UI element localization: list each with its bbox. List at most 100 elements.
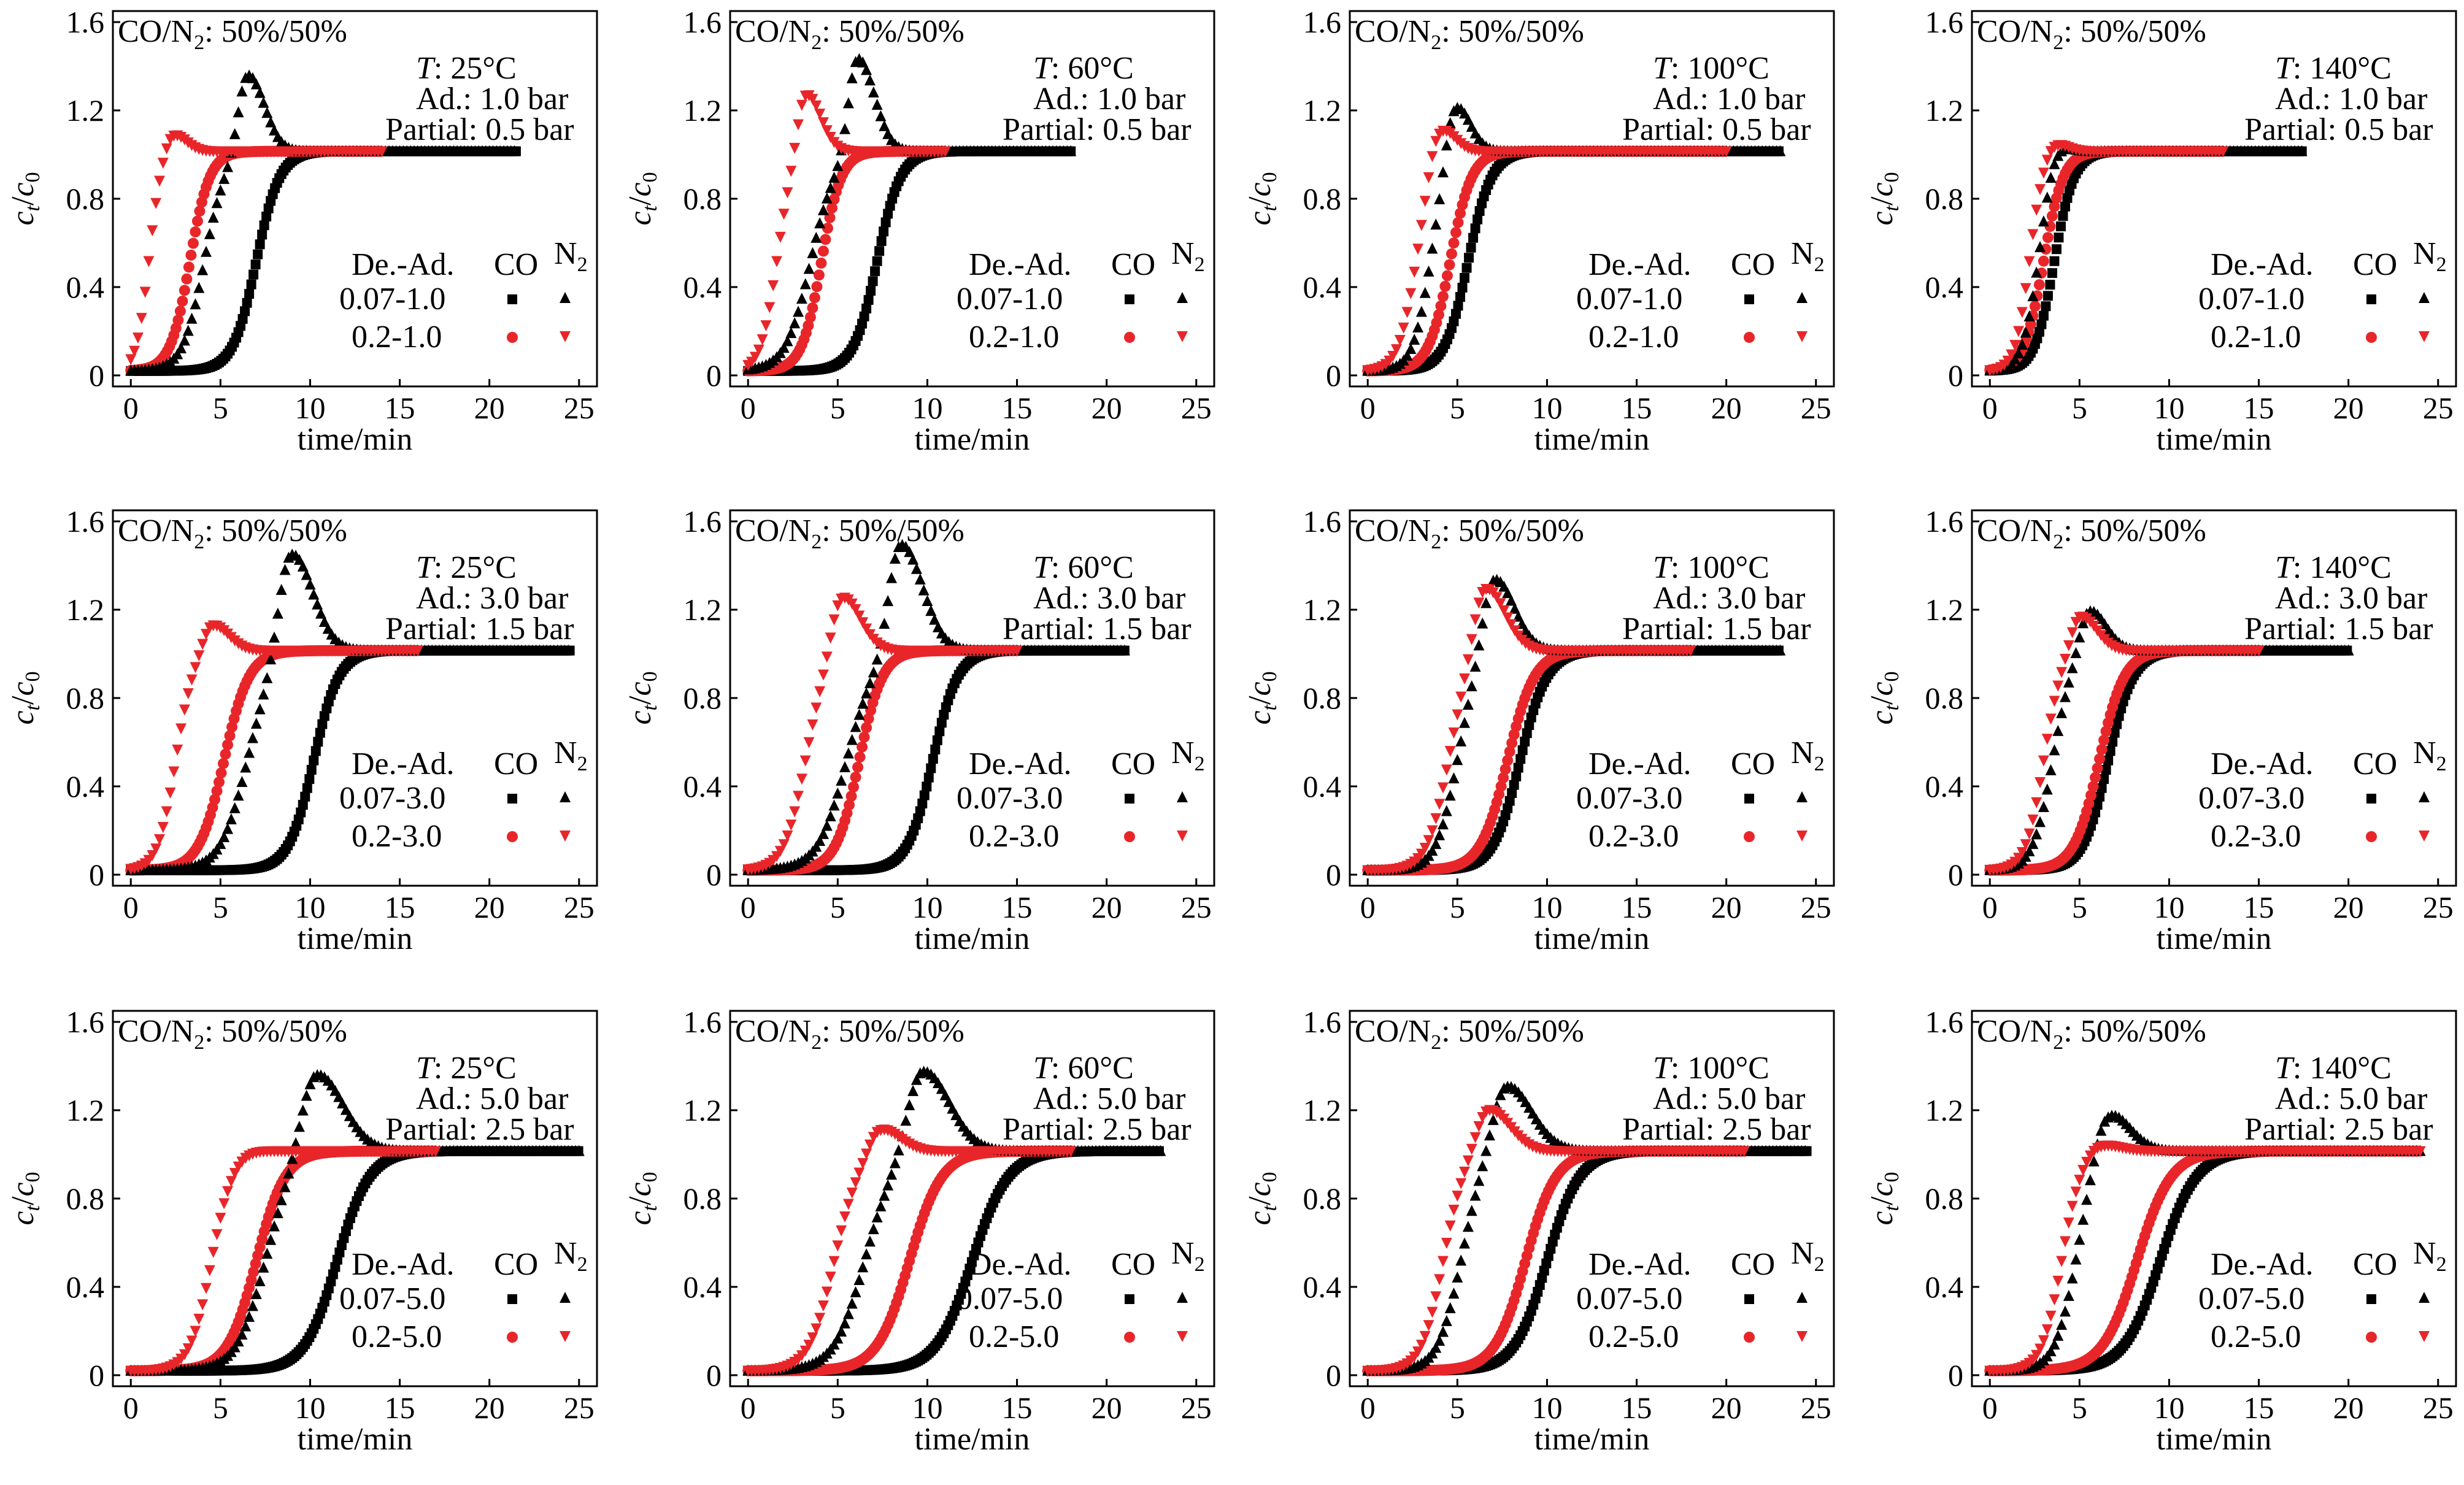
series-n2-0_2 (1984, 140, 2229, 377)
data-point (2035, 777, 2046, 789)
y-title-c: c (1865, 211, 1900, 225)
partial-pressure-label: Partial: 2.5 bar (385, 1112, 574, 1147)
data-point (1412, 321, 1424, 332)
legend-row-label: 0.2-3.0 (352, 819, 442, 854)
gas-ratio: : 50%/50% (822, 513, 964, 548)
y-title-slash: / (1242, 696, 1277, 705)
x-axis-title: time/min (2157, 422, 2272, 457)
data-point (1468, 232, 1479, 243)
data-point (1462, 113, 1474, 125)
data-point (229, 128, 241, 139)
data-point (1466, 634, 1477, 645)
legend-n2-sub: 2 (1814, 253, 1825, 276)
data-point (143, 256, 155, 267)
data-point (768, 280, 779, 291)
legend-n2: N2 (554, 735, 588, 775)
data-point (839, 123, 851, 134)
data-point (1437, 782, 1449, 794)
data-point (1405, 288, 1417, 299)
legend-n2-text: N (1171, 735, 1195, 770)
ad-value: 1.0 bar (1717, 82, 1805, 117)
y-title-slash: / (623, 196, 658, 205)
legend-header: De.-Ad. (1588, 247, 1692, 282)
y-tick-label: 1.2 (66, 1093, 105, 1127)
data-point (1401, 307, 1413, 318)
x-tick-label: 0 (123, 1391, 139, 1425)
data-point (200, 1283, 212, 1294)
temp-value: : 140°C (2293, 550, 2392, 585)
data-point (1462, 654, 1474, 666)
data-point (922, 595, 933, 607)
temp-value: : 60°C (1051, 550, 1134, 585)
data-point (175, 342, 187, 353)
data-point (848, 781, 860, 792)
data-point (1452, 709, 1463, 721)
y-title-sub-0: 0 (21, 172, 44, 182)
temp-value: : 140°C (2293, 51, 2392, 86)
data-point (2045, 713, 2057, 725)
y-title-sub-t: t (21, 204, 44, 211)
panel-6: 0 5 10 15 20 2500.40.81.21.6time/minct/c0CO/N… (1242, 504, 1835, 956)
data-point (1448, 772, 1460, 784)
data-point (186, 312, 198, 324)
y-title-c0: c (6, 1182, 40, 1196)
x-tick-label: 25 (564, 890, 595, 924)
legend-row-label: 0.2-1.0 (1588, 320, 1679, 355)
legend-n2-text: N (2413, 236, 2436, 271)
data-point (1511, 771, 1522, 781)
data-point (125, 354, 137, 366)
legend-marker-n2 (2419, 292, 2430, 303)
data-point (190, 1326, 201, 1337)
data-point (207, 212, 219, 223)
legend-n2: N2 (1171, 236, 1205, 276)
data-point (1473, 214, 1483, 224)
partial-value: 1.5 bar (485, 612, 574, 647)
data-point (233, 789, 244, 801)
data-point (826, 202, 837, 214)
data-point (293, 1121, 305, 1132)
data-point (1469, 614, 1481, 626)
ad-pressure-label: Ad.: 1.0 bar (416, 82, 568, 117)
data-point (778, 342, 790, 353)
data-point (2038, 215, 2049, 227)
legend-n2-sub: 2 (577, 1253, 588, 1276)
ad-value: 3.0 bar (2339, 581, 2427, 616)
legend-marker-n2 (1177, 292, 1188, 303)
legend-marker-n2 (560, 292, 571, 303)
y-tick-label: 1.6 (66, 1005, 105, 1039)
temp-prefix: T (1653, 550, 1673, 585)
y-title-sub-0: 0 (639, 671, 661, 681)
data-point (876, 236, 887, 247)
data-point (861, 303, 872, 313)
data-point (820, 234, 831, 245)
data-point (250, 717, 262, 729)
data-point (785, 327, 797, 339)
legend-row-label: 0.07-1.0 (1576, 282, 1682, 317)
legend-co: CO (1111, 746, 1155, 781)
x-tick-label: 5 (830, 890, 845, 924)
data-point (1470, 223, 1480, 234)
data-point (306, 765, 317, 775)
x-axis-title: time/min (298, 921, 413, 956)
x-tick-label: 25 (1801, 391, 1831, 425)
data-point (1433, 309, 1444, 321)
legend-n2: N2 (1791, 236, 1825, 276)
data-point (2009, 353, 2021, 364)
gas-label: CO/N (1977, 513, 2053, 548)
data-point (1430, 136, 1442, 147)
gas-sub: 2 (2053, 531, 2063, 553)
data-point (880, 217, 891, 228)
panel-5: 0 5 10 15 20 2500.40.81.21.6time/minct/c0CO/N… (623, 504, 1215, 956)
legend: De.-Ad. CO N20.07-5.00.2-5.0 (339, 1236, 588, 1354)
partial-pressure-label: Partial: 0.5 bar (1003, 112, 1192, 147)
x-tick-label: 0 (741, 890, 756, 924)
temp-prefix: T (416, 51, 436, 86)
legend-row-label: 0.2-1.0 (2211, 320, 2301, 355)
data-point (222, 161, 234, 172)
data-point (229, 802, 241, 813)
temp-prefix: T (416, 550, 436, 585)
partial-value: 1.5 bar (1722, 612, 1811, 647)
legend-row-label: 0.2-5.0 (352, 1319, 442, 1354)
data-point (2038, 800, 2049, 812)
data-point (2041, 191, 2053, 203)
